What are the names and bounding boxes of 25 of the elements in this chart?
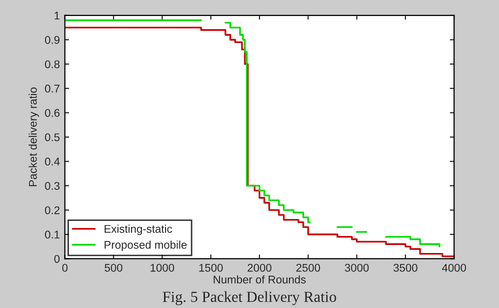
x-tick-label: 500 [104,264,122,272]
y-tick-label: 0.2 [45,206,60,214]
x-tick-label: 4000 [442,264,466,272]
legend-label: Existing-static [104,224,172,236]
y-tick-label: 0.1 [45,230,60,239]
y-tick-label: 0.9 [45,36,60,44]
y-tick-label: 0.5 [45,133,60,142]
legend-label: Proposed mobile [104,240,187,251]
x-tick-label: 0 [62,264,68,272]
x-tick-label: 2000 [248,264,272,272]
y-tick-label: 0.6 [45,108,60,117]
y-tick-label: 0.8 [45,60,60,68]
x-tick-label: 3000 [344,264,369,272]
x-tick-label: 1500 [199,264,223,272]
y-tick-label: 0.4 [45,158,60,166]
x-tick-label: 1000 [150,264,174,272]
x-tick-label: 2500 [296,264,320,272]
x-axis-title: Number of Rounds [214,275,306,284]
y-tick-label: 0 [54,254,60,263]
caption: Fig. 5 Packet Delivery Ratio [162,291,336,306]
y-tick-label: 0.7 [45,84,60,93]
x-tick-label: 3500 [394,264,418,272]
y-tick-label: 1 [54,12,60,20]
y-tick-label: 0.3 [45,182,60,190]
y-axis-title: Packet delivery ratio [28,88,40,186]
